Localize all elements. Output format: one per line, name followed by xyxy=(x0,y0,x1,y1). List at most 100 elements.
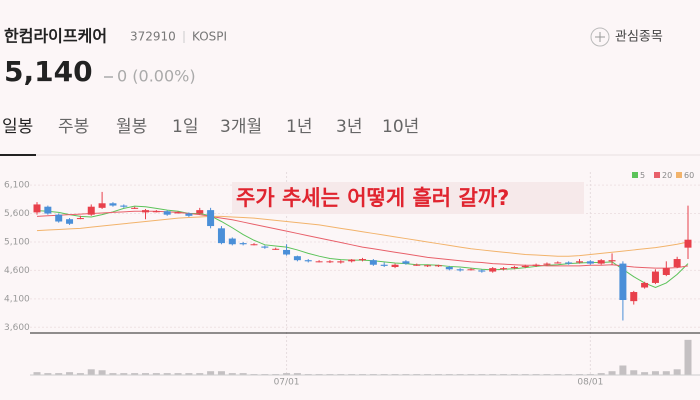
volume-bar xyxy=(608,371,616,375)
candle-body xyxy=(131,207,139,209)
y-tick-label: 3,600 xyxy=(4,323,30,333)
watch-icon xyxy=(590,27,610,47)
legend-label: 60 xyxy=(684,171,694,180)
legend-label: 20 xyxy=(662,171,672,180)
candle-body xyxy=(597,260,605,264)
volume-bar xyxy=(131,373,139,375)
candle-body xyxy=(272,248,280,250)
volume-bar xyxy=(66,372,74,375)
candle-body xyxy=(207,210,215,227)
stock-code: 372910 xyxy=(130,30,176,44)
volume-bar xyxy=(87,369,95,375)
tab[interactable]: 1년 xyxy=(286,117,312,137)
candle-body xyxy=(228,238,236,245)
candle-body xyxy=(478,270,486,272)
volume-bar xyxy=(207,371,215,375)
volume-bar xyxy=(174,373,182,375)
volume-bar xyxy=(641,372,649,375)
candle-body xyxy=(532,264,540,266)
tab[interactable]: 3개월 xyxy=(220,117,262,137)
volume-bar xyxy=(76,373,84,375)
tab[interactable]: 1일 xyxy=(172,117,198,137)
candle-body xyxy=(163,211,171,215)
candle-body xyxy=(250,244,258,246)
candle-body xyxy=(380,264,388,266)
candle-body xyxy=(651,271,659,283)
volume-bar xyxy=(283,373,291,375)
candle-body xyxy=(33,204,41,213)
candle-body xyxy=(467,269,475,271)
candle-body xyxy=(608,260,616,262)
candle-body xyxy=(185,213,193,216)
candle-body xyxy=(261,246,269,248)
candle-body xyxy=(98,203,106,208)
volume-bar xyxy=(44,373,52,375)
volume-bar xyxy=(98,370,106,375)
candle-body xyxy=(510,267,518,269)
candle-body xyxy=(293,256,301,261)
candle-body xyxy=(44,206,52,214)
volume-bar xyxy=(293,373,301,375)
tab[interactable]: 주봉 xyxy=(58,117,89,137)
volume-bar xyxy=(120,373,128,375)
price: 5,140 xyxy=(4,55,93,88)
legend-swatch xyxy=(676,172,682,178)
y-tick-label: 4,600 xyxy=(4,266,30,276)
candle-body xyxy=(554,262,562,264)
candle-body xyxy=(456,269,464,271)
tab[interactable]: 3년 xyxy=(336,117,362,137)
volume-bar xyxy=(651,371,659,375)
candle-body xyxy=(369,260,377,265)
candle-body xyxy=(489,268,497,272)
tab[interactable]: 일봉 xyxy=(2,117,33,137)
candle-body xyxy=(391,264,399,268)
candle-body xyxy=(283,249,291,255)
tab[interactable]: 월봉 xyxy=(116,117,147,137)
candle-body xyxy=(445,267,453,270)
candle-body xyxy=(55,214,63,222)
tabs: 일봉 주봉 월봉 1일 3개월 1년 3년 10년 xyxy=(2,117,419,137)
y-tick-label: 4,100 xyxy=(4,294,30,304)
candle-body xyxy=(424,265,432,267)
candle-body xyxy=(87,206,95,215)
candle-body xyxy=(76,218,84,220)
volume-bar xyxy=(152,373,160,375)
plot: 3,600 4,100 4,600 5,100 5,600 6,100 07/01 08/01… xyxy=(4,171,700,388)
volume-bar xyxy=(597,373,605,375)
candle-body xyxy=(662,268,670,275)
candle-body xyxy=(641,282,649,288)
candle-body xyxy=(359,259,366,261)
candle-body xyxy=(413,264,421,266)
legend-swatch xyxy=(632,172,638,178)
y-tick-label: 5,100 xyxy=(4,237,30,247)
market: KOSPI xyxy=(192,30,227,44)
candle-body xyxy=(174,212,182,214)
candle-body xyxy=(684,239,692,248)
watch-button[interactable]: 관심종목 xyxy=(590,27,663,47)
ma-line xyxy=(36,215,689,257)
candle-body xyxy=(630,292,638,302)
x-tick-label: 07/01 xyxy=(274,378,300,388)
volume-bar xyxy=(109,373,117,375)
candle-body xyxy=(239,243,247,245)
volume-bar xyxy=(684,339,692,375)
volume-bar xyxy=(630,370,638,375)
candle-body xyxy=(521,265,529,268)
volume-bar xyxy=(196,373,204,375)
volume-bar xyxy=(217,371,225,375)
candle-body xyxy=(66,219,74,224)
annotation: 주가 추세는 어떻게 흘러 갈까? xyxy=(236,186,509,210)
tab[interactable]: 10년 xyxy=(382,117,419,137)
volume-bar xyxy=(163,373,171,375)
volume-bar xyxy=(33,372,41,375)
volume-bar xyxy=(239,373,247,375)
candle-body xyxy=(402,261,410,264)
volume-bar xyxy=(142,373,149,375)
candle-body xyxy=(619,263,627,301)
watch-label: 관심종목 xyxy=(615,30,663,45)
y-tick-label: 6,100 xyxy=(4,181,30,191)
y-tick-label: 5,600 xyxy=(4,209,30,219)
volume-bar xyxy=(662,371,670,375)
stock-name: 한컴라이프케어 xyxy=(4,27,107,46)
candle-body xyxy=(326,261,334,263)
